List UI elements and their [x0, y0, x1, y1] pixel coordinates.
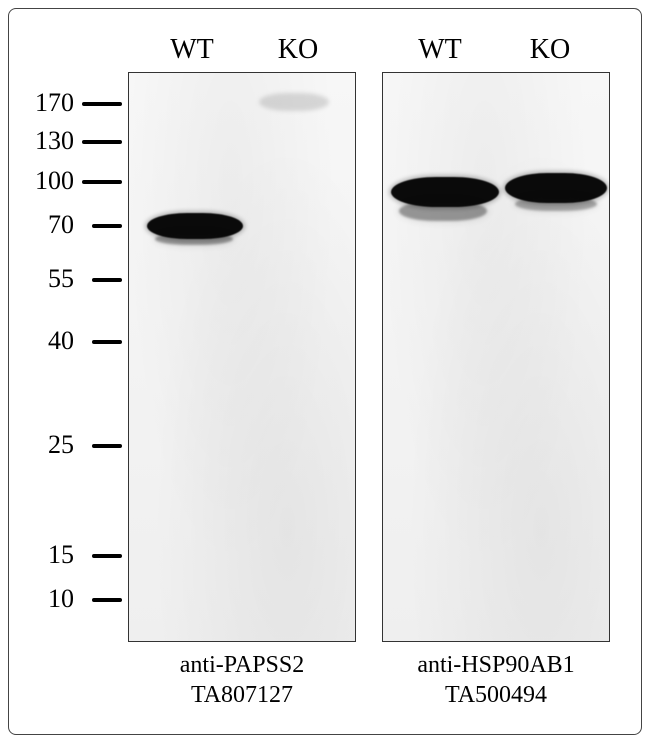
- antibody-name: anti-PAPSS2: [128, 650, 356, 680]
- antibody-label-left: anti-PAPSS2 TA807127: [128, 650, 356, 710]
- mw-tick: [82, 140, 122, 144]
- lane-label-wt-left: WT: [162, 34, 222, 66]
- mw-label: 170: [16, 88, 74, 118]
- lane-label-ko-right: KO: [520, 34, 580, 66]
- western-blot-figure: WT KO WT KO 170 130 100 70 55 40 25 15 1…: [0, 0, 650, 743]
- mw-tick: [92, 554, 122, 558]
- mw-tick: [92, 444, 122, 448]
- lane-label-ko-left: KO: [268, 34, 328, 66]
- antibody-catalog: TA807127: [128, 680, 356, 710]
- mw-label: 70: [16, 210, 74, 240]
- mw-label: 15: [16, 540, 74, 570]
- mw-label: 10: [16, 584, 74, 614]
- lane-label-wt-right: WT: [410, 34, 470, 66]
- mw-label: 25: [16, 430, 74, 460]
- mw-tick: [92, 224, 122, 228]
- band-papss2-ko-faint: [259, 93, 329, 111]
- mw-tick: [82, 102, 122, 106]
- antibody-catalog: TA500494: [382, 680, 610, 710]
- mw-label: 100: [16, 166, 74, 196]
- blot-film: [129, 73, 355, 641]
- blot-film: [383, 73, 609, 641]
- band-hsp90-wt-smear: [399, 201, 487, 221]
- mw-label: 130: [16, 126, 74, 156]
- mw-tick: [92, 598, 122, 602]
- mw-label: 40: [16, 326, 74, 356]
- antibody-label-right: anti-HSP90AB1 TA500494: [382, 650, 610, 710]
- band-papss2-wt-smear: [155, 233, 233, 245]
- mw-tick: [92, 340, 122, 344]
- antibody-name: anti-HSP90AB1: [382, 650, 610, 680]
- band-hsp90-ko-smear: [515, 197, 597, 211]
- mw-tick: [82, 180, 122, 184]
- mw-tick: [92, 278, 122, 282]
- mw-label: 55: [16, 264, 74, 294]
- blot-panel-right: [382, 72, 610, 642]
- blot-panel-left: [128, 72, 356, 642]
